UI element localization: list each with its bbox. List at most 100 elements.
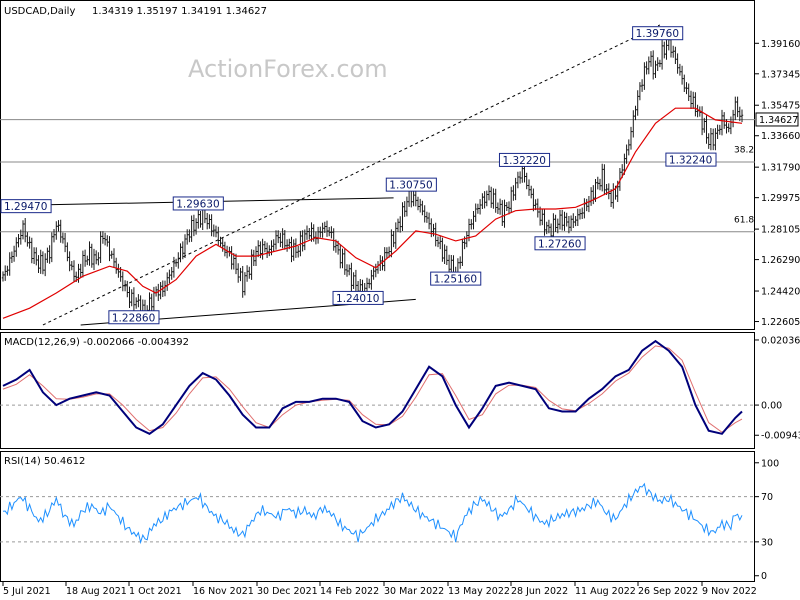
ohlc-bar (392, 231, 395, 248)
price-label: 1.39760 (636, 28, 679, 40)
ohlc-bar (503, 199, 506, 228)
ohlc-bar (35, 247, 38, 266)
ohlc-bar (126, 280, 129, 298)
ohlc-bar (168, 269, 171, 284)
ohlc-bar (430, 218, 433, 238)
ohlc-bar (343, 248, 346, 275)
ohlc-bar (481, 193, 484, 209)
price-label-box (108, 310, 160, 325)
ohlc-bar (396, 218, 400, 233)
ohlc-bar (21, 220, 25, 240)
ohlc-bar (339, 244, 342, 269)
ohlc-readout: 1.34319 1.35197 1.34191 1.34627 (92, 6, 267, 17)
fibonacci-label: 61.8 (734, 215, 754, 225)
ohlc-bar (709, 128, 713, 151)
ohlc-bar (24, 218, 27, 243)
ohlc-bar (137, 294, 140, 308)
price-axis-label: 1.35475 (761, 101, 800, 112)
ohlc-bar (297, 246, 300, 258)
ohlc-bar (41, 251, 45, 275)
ohlc-bar (123, 280, 127, 292)
ohlc-bar (740, 109, 744, 123)
ohlc-bar (640, 79, 644, 92)
ohlc-bar (237, 263, 240, 283)
current-price-label: 1.34627 (759, 115, 798, 126)
price-label: 1.32240 (669, 155, 712, 167)
ohlc-bar (490, 186, 493, 208)
ohlc-bar (8, 252, 11, 276)
ohlc-bar (627, 139, 630, 156)
ohlc-bar (348, 264, 351, 276)
ohlc-bar (4, 265, 7, 281)
ohlc-bar (674, 46, 677, 64)
ohlc-bar (638, 82, 642, 101)
rsi-axis-label: 70 (761, 492, 773, 503)
price-label: 1.25160 (434, 274, 477, 286)
price-axis-label: 1.31790 (761, 163, 800, 174)
ohlc-bar (545, 221, 548, 235)
ohlc-bar (558, 210, 562, 230)
ohlc-bar (81, 250, 85, 278)
date-axis-label: 28 Jun 2022 (511, 586, 568, 597)
ohlc-bar (583, 198, 586, 219)
ohlc-bar (510, 186, 513, 213)
ohlc-bar (97, 252, 100, 266)
ohlc-bar (28, 236, 31, 249)
macd-axis-label: 0.02036 (761, 335, 800, 346)
ohlc-bar (589, 187, 593, 206)
ohlc-bar (292, 239, 295, 261)
ohlc-bar (192, 214, 196, 237)
ohlc-bar (46, 247, 49, 263)
ohlc-bar (303, 229, 306, 251)
ohlc-bar (399, 216, 402, 233)
ohlc-bar (727, 123, 730, 133)
ohlc-bar (177, 252, 180, 269)
ohlc-bar (272, 239, 275, 252)
ohlc-bar (412, 190, 415, 207)
ohlc-bar (703, 117, 706, 133)
rsi-axis-label: 100 (761, 458, 779, 469)
ohlc-bar (15, 237, 18, 257)
ohlc-bar (472, 211, 475, 230)
ohlc-bar (403, 201, 406, 217)
ohlc-bar (128, 286, 131, 308)
ohlc-bar (63, 232, 67, 253)
ohlc-bar (581, 207, 584, 219)
date-axis-label: 11 Aug 2022 (575, 586, 636, 597)
ohlc-bar (368, 278, 371, 289)
ohlc-bar (345, 264, 349, 277)
ohlc-bar (10, 251, 14, 263)
ohlc-bar (625, 144, 628, 164)
price-label: 1.22860 (112, 312, 155, 324)
ohlc-bar (574, 216, 577, 227)
ohlc-bar (83, 249, 87, 267)
ohlc-bar (514, 177, 517, 201)
ohlc-bar (170, 267, 173, 280)
ohlc-bar (221, 237, 224, 252)
ohlc-bar (603, 164, 606, 196)
ohlc-bar (692, 91, 695, 109)
ohlc-bar (712, 128, 715, 151)
ohlc-bar (190, 215, 193, 242)
ohlc-bar (154, 286, 158, 297)
ohlc-bar (731, 109, 735, 128)
price-label-box (430, 271, 482, 286)
price-label-box (332, 290, 384, 305)
ohlc-bar (370, 269, 373, 290)
price-axis-label: 1.26290 (761, 255, 800, 266)
ohlc-bar (470, 219, 473, 230)
ohlc-bar (483, 191, 486, 209)
ohlc-bar (308, 228, 311, 240)
price-label-box (665, 152, 717, 167)
ohlc-bar (157, 283, 160, 301)
watermark: ActionForex.com (188, 55, 388, 83)
ohlc-bar (423, 205, 426, 223)
ohlc-bar (601, 163, 604, 192)
ohlc-bar (252, 249, 255, 266)
ohlc-bar (578, 208, 582, 220)
ohlc-bar (115, 257, 118, 274)
ohlc-bar (150, 293, 153, 312)
ohlc-bar (199, 211, 202, 228)
price-axis-label: 1.33660 (761, 131, 800, 142)
price-label: 1.30750 (389, 180, 432, 192)
